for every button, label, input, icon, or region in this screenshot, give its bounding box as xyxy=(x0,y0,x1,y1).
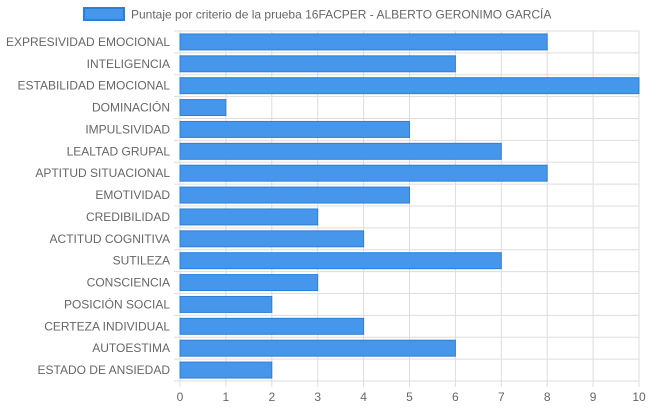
bar[interactable] xyxy=(179,99,227,117)
bar[interactable] xyxy=(179,120,410,138)
category-label: DOMINACIÓN xyxy=(92,100,170,115)
category-labels: EXPRESIVIDAD EMOCIONAL INTELIGENCIA ESTABI… xyxy=(6,35,170,377)
category-label: CONSCIENCIA xyxy=(87,276,170,290)
category-label: ESTABILIDAD EMOCIONAL xyxy=(18,79,171,93)
category-label: SUTILEZA xyxy=(113,254,170,268)
bar[interactable] xyxy=(179,208,319,226)
category-label: EXPRESIVIDAD EMOCIONAL xyxy=(6,35,170,49)
category-label: CERTEZA INDIVIDUAL xyxy=(44,319,170,333)
x-tick-label: 2 xyxy=(268,390,275,404)
category-label: IMPULSIVIDAD xyxy=(85,122,170,136)
x-tick-label: 8 xyxy=(544,390,551,404)
bar[interactable] xyxy=(179,55,456,73)
x-tick-label: 10 xyxy=(632,390,646,404)
category-label: AUTOESTIMA xyxy=(92,341,170,355)
category-label: INTELIGENCIA xyxy=(87,57,170,71)
x-tick-label: 9 xyxy=(590,390,597,404)
category-label: APTITUD SITUACIONAL xyxy=(35,166,170,180)
category-label: ESTADO DE ANSIEDAD xyxy=(38,363,171,377)
legend-label: Puntaje por criterio de la prueba 16FACP… xyxy=(131,7,551,22)
bar[interactable] xyxy=(179,164,548,182)
bar[interactable] xyxy=(179,317,365,335)
bars xyxy=(179,33,640,379)
bar[interactable] xyxy=(179,77,640,95)
x-tick-label: 6 xyxy=(452,390,459,404)
bar[interactable] xyxy=(179,142,502,160)
x-tick-labels: 0 1 2 3 4 5 6 7 8 9 10 xyxy=(177,390,646,404)
category-label: LEALTAD GRUPAL xyxy=(67,144,171,158)
bar[interactable] xyxy=(179,295,273,313)
x-tick-label: 0 xyxy=(177,390,184,404)
x-tick-label: 1 xyxy=(223,390,230,404)
bar[interactable] xyxy=(179,252,502,270)
bar[interactable] xyxy=(179,230,365,248)
category-label: POSICIÓN SOCIAL xyxy=(64,296,170,311)
legend-swatch xyxy=(83,7,125,21)
bar[interactable] xyxy=(179,274,319,292)
legend[interactable]: Puntaje por criterio de la prueba 16FACP… xyxy=(83,7,551,22)
category-label: EMOTIVIDAD xyxy=(95,188,170,202)
bar[interactable] xyxy=(179,33,548,51)
bar[interactable] xyxy=(179,339,456,357)
x-tick-label: 4 xyxy=(360,390,367,404)
bar[interactable] xyxy=(179,186,410,204)
x-tick-label: 7 xyxy=(498,390,505,404)
bar[interactable] xyxy=(179,361,273,379)
x-tick-label: 3 xyxy=(314,390,321,404)
x-tick-label: 5 xyxy=(406,390,413,404)
category-label: CREDIBILIDAD xyxy=(86,210,170,224)
category-label: ACTITUD COGNITIVA xyxy=(50,232,170,246)
